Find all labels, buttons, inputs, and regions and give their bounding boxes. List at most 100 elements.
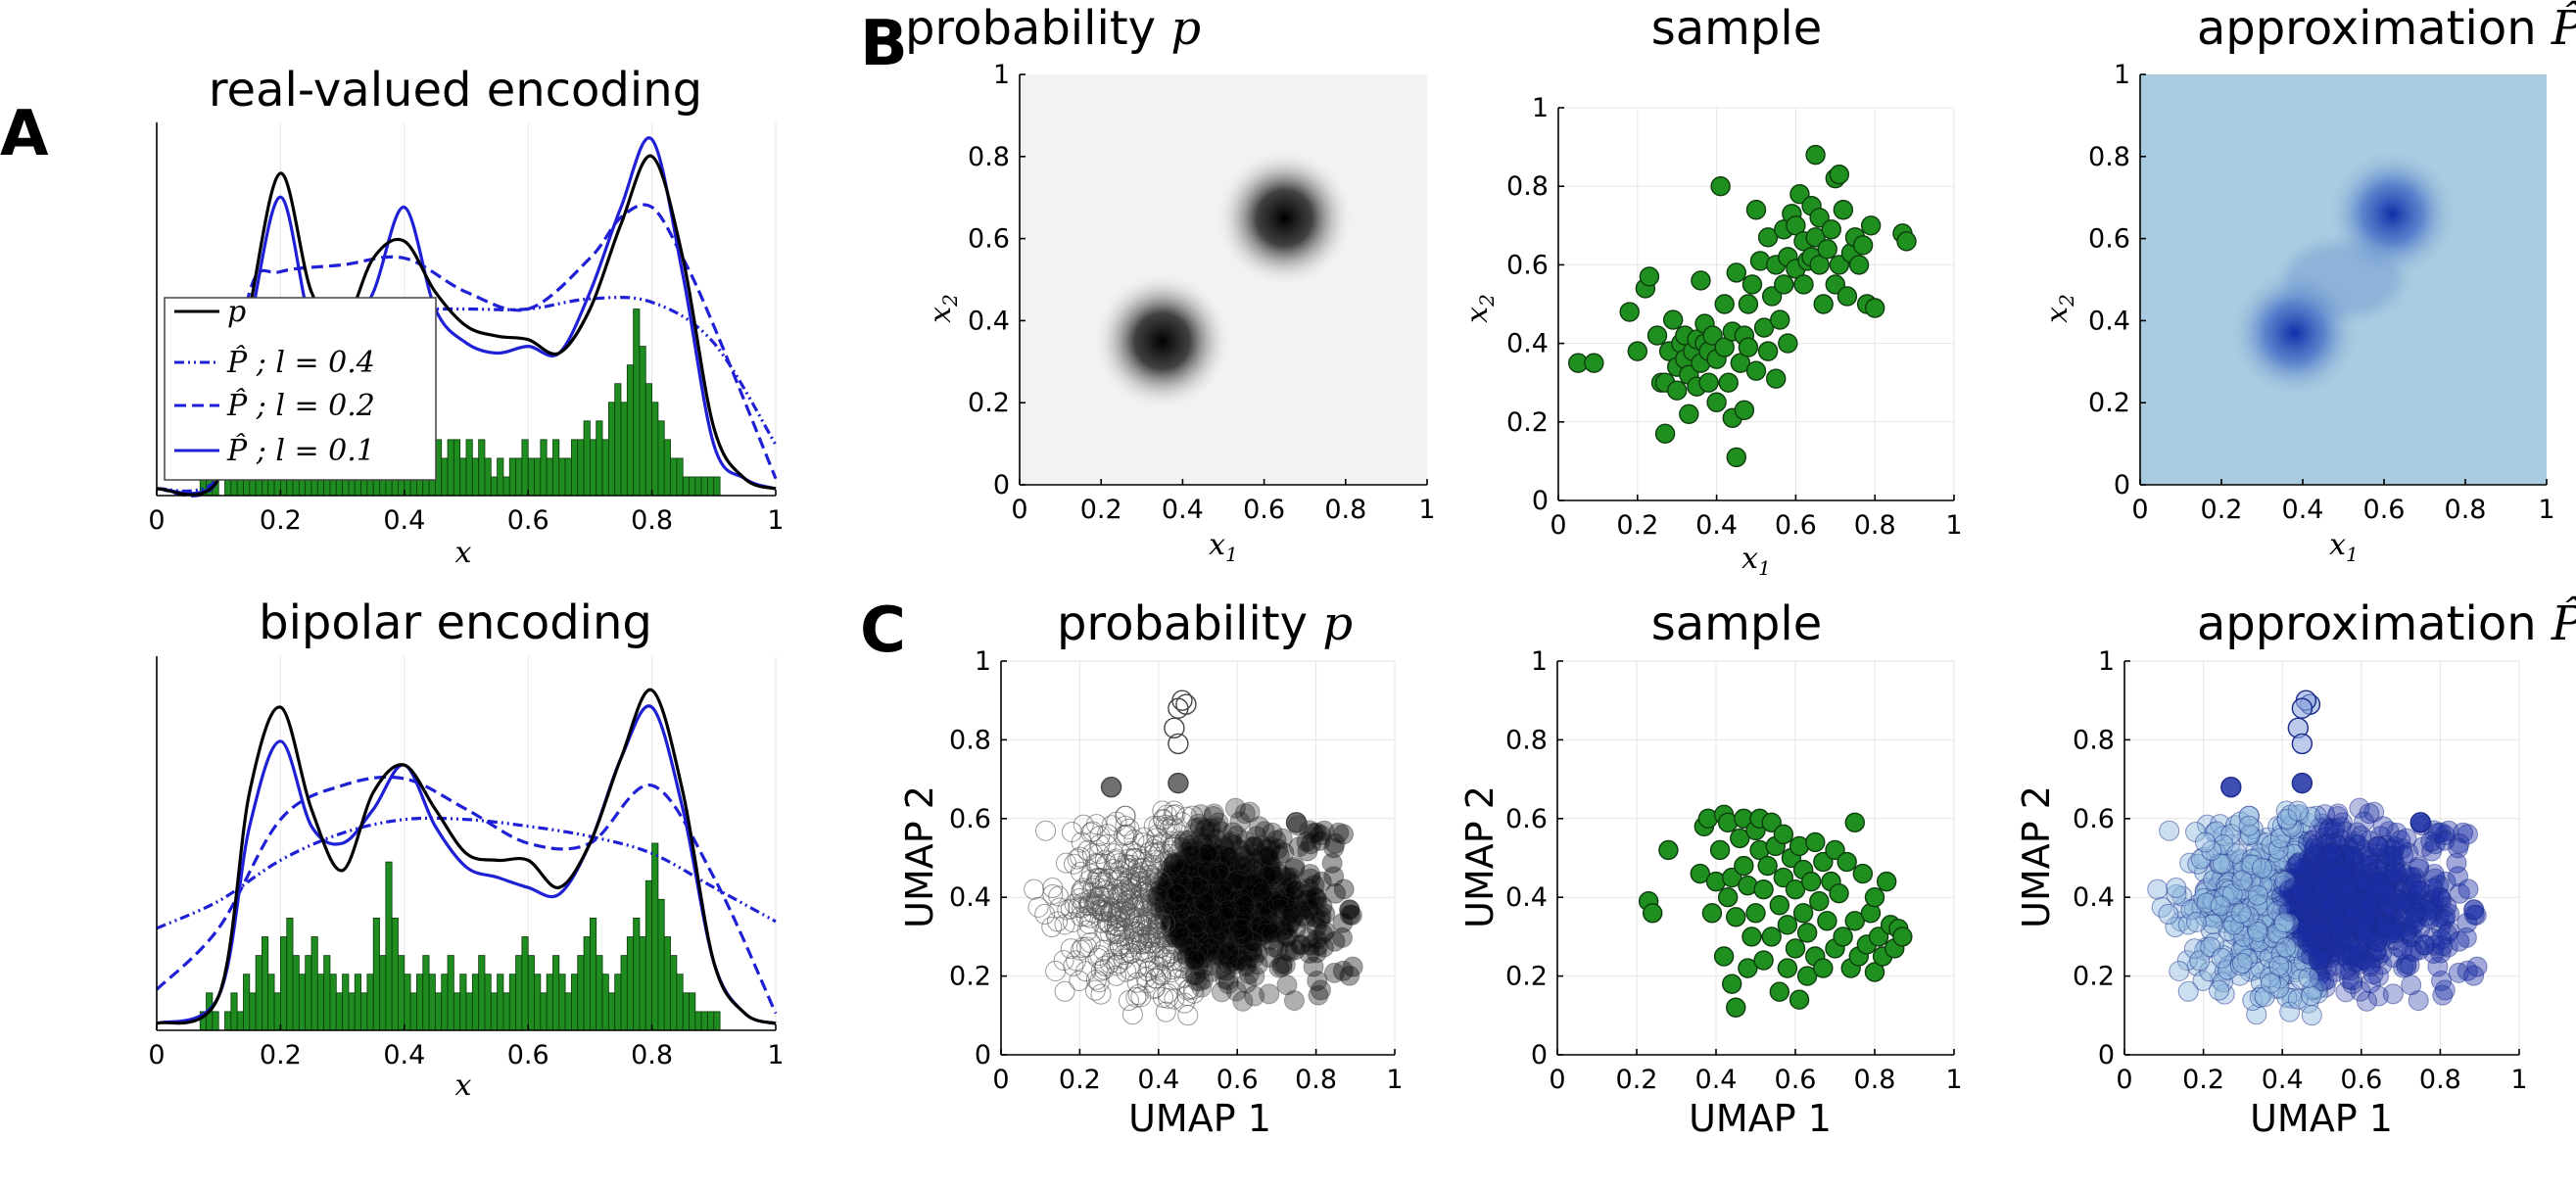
histogram-bar: [651, 402, 659, 497]
cloud-point: [1225, 980, 1247, 1002]
cloud-point: [1213, 898, 1234, 920]
histogram-bar: [404, 974, 411, 1031]
cloud-point: [1192, 833, 1214, 855]
y-tick-label: 0.4: [2073, 882, 2115, 913]
cloud-point: [1218, 898, 1240, 920]
cloud-point: [2401, 974, 2422, 996]
cloud-point: [1201, 890, 1222, 912]
cloud-point: [1232, 846, 1254, 868]
cloud-point: [1054, 980, 1075, 1002]
cloud-point: [1177, 830, 1199, 851]
cloud-point: [1284, 879, 1306, 901]
cloud-point: [2275, 936, 2297, 958]
cloud-point: [1172, 900, 1194, 922]
cloud-point: [1209, 861, 1230, 882]
cloud-point: [1181, 937, 1203, 959]
cloud-point: [1333, 879, 1355, 900]
scatter-point: [1738, 337, 1759, 357]
cloud-point: [1273, 888, 1295, 910]
cloud-point: [2158, 903, 2179, 925]
cloud-point: [1251, 834, 1272, 856]
cloud-point: [1251, 852, 1272, 874]
cloud-point: [1243, 910, 1264, 931]
y-tick-label: 1: [1531, 646, 1548, 677]
cloud-point: [2230, 902, 2252, 924]
cloud-point: [1310, 979, 1331, 1001]
cloud-point: [1300, 863, 1321, 884]
cloud-point: [1195, 844, 1216, 866]
cloud-point: [1202, 941, 1223, 963]
cloud-point: [1235, 849, 1257, 871]
cloud-point: [1060, 938, 1081, 960]
cloud-point: [1264, 936, 1285, 958]
cloud-point: [1184, 863, 1206, 884]
points: [1638, 804, 1913, 1018]
cloud-point: [1180, 877, 1202, 898]
cloud-point: [1186, 872, 1208, 893]
cloud-point: [1314, 921, 1336, 942]
cloud-point: [1211, 853, 1232, 875]
cloud-point: [1267, 838, 1289, 860]
x-tick-label: 0.2: [2201, 495, 2243, 525]
cloud-point: [1183, 853, 1205, 875]
cloud-point: [1201, 818, 1222, 839]
cloud-point: [1148, 870, 1169, 891]
cloud-point: [1245, 880, 1266, 902]
x-tick-label: 0.8: [631, 1040, 673, 1070]
histogram-bar: [676, 457, 684, 497]
cloud-point: [1188, 930, 1210, 952]
cloud-point: [1264, 915, 1285, 936]
histogram-bar: [262, 936, 269, 1031]
heatmap-bridge: [2285, 242, 2402, 317]
cloud-point: [1313, 820, 1335, 841]
cloud-point: [1273, 842, 1295, 864]
cloud-point: [1252, 845, 1273, 867]
y-tick-label: 0.2: [2088, 388, 2130, 418]
histogram-bar: [682, 476, 690, 497]
histogram-bar: [713, 476, 721, 497]
cloud-point: [1200, 940, 1221, 962]
cloud-point: [1176, 909, 1198, 930]
cloud-point: [1195, 879, 1216, 900]
cloud-point: [2463, 899, 2485, 921]
x-tick-label: 0.8: [1854, 510, 1896, 541]
histogram-bar: [409, 992, 417, 1031]
cloud-point: [1261, 855, 1282, 877]
y-tick-label: 0.2: [1505, 962, 1548, 992]
cloud-point: [1236, 973, 1258, 994]
cloud-point: [1216, 872, 1237, 893]
cloud-point: [1216, 879, 1238, 900]
cloud-point: [1224, 880, 1246, 902]
cloud-point: [1202, 887, 1223, 909]
cloud-point: [1222, 822, 1244, 843]
cloud-point: [1159, 843, 1180, 865]
cloud-point: [1311, 905, 1332, 927]
histogram-bar: [329, 974, 337, 1031]
cloud-point: [2268, 955, 2290, 976]
cloud-point: [1211, 852, 1232, 874]
cloud-point: [1262, 898, 1283, 920]
cloud-point: [1212, 855, 1233, 877]
cloud-point: [1246, 826, 1267, 847]
cloud-point: [1241, 940, 1263, 962]
cloud-point: [2185, 911, 2207, 932]
cloud-point: [1094, 849, 1116, 871]
cloud-point: [1218, 879, 1240, 900]
cloud-point: [1248, 885, 1269, 907]
scatter-point: [1654, 423, 1676, 445]
heatmap: [2140, 74, 2547, 485]
cloud-point: [1277, 926, 1299, 947]
cloud-point: [1257, 891, 1278, 913]
cloud-point: [1214, 907, 1235, 928]
scatter-point: [1833, 927, 1853, 947]
cloud-point: [1225, 853, 1247, 875]
histogram-bar: [713, 1011, 721, 1031]
scatter-point: [1745, 903, 1766, 924]
cloud-point: [1177, 920, 1199, 941]
cloud-point: [2301, 936, 2322, 958]
cloud-point: [1257, 898, 1278, 920]
cloud-point: [1125, 986, 1147, 1008]
histogram-bar: [651, 842, 659, 1031]
cloud-point: [1260, 920, 1281, 941]
scatter-point: [1809, 891, 1830, 912]
